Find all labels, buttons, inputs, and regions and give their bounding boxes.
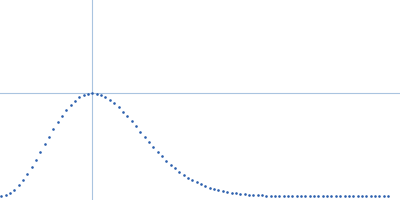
Point xyxy=(276,194,282,197)
Point xyxy=(85,92,91,95)
Point xyxy=(168,163,174,166)
Point xyxy=(46,135,52,138)
Point xyxy=(33,158,39,161)
Point xyxy=(111,102,117,105)
Point xyxy=(94,92,100,95)
Point xyxy=(37,150,44,154)
Point xyxy=(385,194,391,198)
Point xyxy=(368,194,374,198)
Point xyxy=(176,170,182,173)
Point xyxy=(333,194,339,198)
Point xyxy=(0,194,4,198)
Point xyxy=(107,98,113,101)
Point xyxy=(133,125,139,128)
Point xyxy=(80,93,87,97)
Point xyxy=(2,193,9,197)
Point xyxy=(241,193,248,196)
Point xyxy=(7,191,13,194)
Point xyxy=(376,194,382,198)
Point xyxy=(337,194,343,198)
Point xyxy=(380,194,387,198)
Point xyxy=(185,176,191,179)
Point xyxy=(63,108,70,111)
Point xyxy=(24,172,30,175)
Point xyxy=(115,106,122,109)
Point xyxy=(280,194,287,197)
Point xyxy=(272,194,278,197)
Point xyxy=(315,194,322,198)
Point xyxy=(128,120,135,123)
Point xyxy=(98,93,104,97)
Point xyxy=(154,150,161,153)
Point xyxy=(246,193,252,196)
Point xyxy=(298,194,304,198)
Point xyxy=(146,140,152,144)
Point xyxy=(354,194,361,198)
Point xyxy=(163,159,170,162)
Point xyxy=(189,179,196,182)
Point xyxy=(302,194,309,198)
Point xyxy=(285,194,291,198)
Point xyxy=(124,115,130,118)
Point xyxy=(180,173,187,176)
Point xyxy=(224,190,230,194)
Point xyxy=(294,194,300,198)
Point xyxy=(68,103,74,106)
Point xyxy=(89,92,96,95)
Point xyxy=(159,155,165,158)
Point xyxy=(306,194,313,198)
Point xyxy=(172,167,178,170)
Point xyxy=(28,165,35,169)
Point xyxy=(233,192,239,195)
Point xyxy=(320,195,326,198)
Point xyxy=(202,185,209,188)
Point xyxy=(72,99,78,102)
Point xyxy=(263,194,270,197)
Point xyxy=(359,194,365,198)
Point xyxy=(268,194,274,197)
Point xyxy=(11,188,18,191)
Point xyxy=(254,194,261,197)
Point xyxy=(289,194,296,198)
Point xyxy=(42,143,48,146)
Point xyxy=(350,194,356,198)
Point xyxy=(120,110,126,113)
Point xyxy=(15,184,22,187)
Point xyxy=(211,188,217,191)
Point xyxy=(311,194,317,198)
Point xyxy=(76,96,83,99)
Point xyxy=(237,192,244,195)
Point xyxy=(54,121,61,124)
Point xyxy=(142,135,148,139)
Point xyxy=(220,190,226,193)
Point xyxy=(50,128,56,131)
Point xyxy=(206,186,213,189)
Point xyxy=(228,191,235,194)
Point xyxy=(341,195,348,198)
Point xyxy=(20,178,26,182)
Point xyxy=(194,181,200,184)
Point xyxy=(346,194,352,198)
Point xyxy=(328,194,335,198)
Point xyxy=(250,193,256,197)
Point xyxy=(259,194,265,197)
Point xyxy=(102,95,109,99)
Point xyxy=(215,189,222,192)
Point xyxy=(59,114,65,117)
Point xyxy=(198,183,204,186)
Point xyxy=(372,194,378,198)
Point xyxy=(324,194,330,198)
Point xyxy=(150,145,156,149)
Point xyxy=(137,130,144,133)
Point xyxy=(363,194,370,198)
